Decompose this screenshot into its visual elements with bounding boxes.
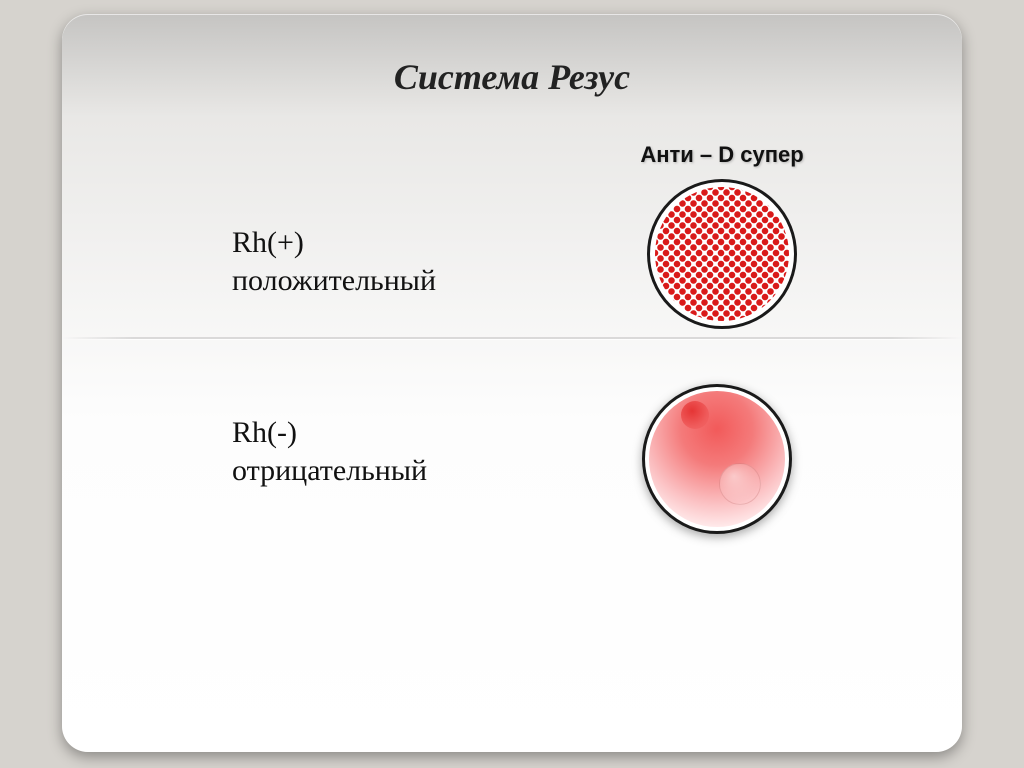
drop-highlight — [681, 401, 709, 429]
row-divider — [62, 337, 962, 339]
row-label-positive: Rh(+) положительный — [232, 224, 436, 299]
agglutination-icon — [647, 179, 797, 329]
column-header-anti-d: Анти – D супер — [592, 142, 852, 168]
agglutination-dots-pattern — [655, 187, 789, 321]
sample-circle-negative — [642, 384, 792, 534]
sample-circle-positive — [647, 179, 797, 329]
slide-stage: Система Резус Анти – D супер Rh(+) полож… — [0, 0, 1024, 768]
drop-bubble — [719, 463, 761, 505]
slide-title: Система Резус — [62, 56, 962, 98]
row-label-line1: Rh(-) — [232, 416, 297, 449]
row-label-line2: положительный — [232, 264, 436, 297]
drop-gradient — [649, 391, 785, 527]
row-label-line2: отрицательный — [232, 454, 427, 487]
no-agglutination-icon — [642, 384, 792, 534]
row-label-line1: Rh(+) — [232, 226, 304, 259]
content-card: Система Резус Анти – D супер Rh(+) полож… — [62, 14, 962, 752]
row-label-negative: Rh(-) отрицательный — [232, 414, 427, 489]
